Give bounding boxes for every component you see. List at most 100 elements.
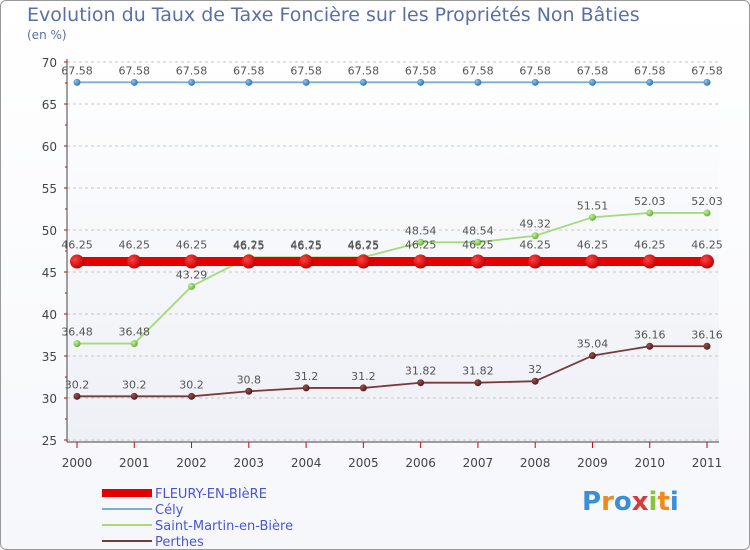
data-label-perthes: 36.16 <box>691 328 723 341</box>
proxiti-logo: Proxiti <box>582 487 679 517</box>
data-label-fleury-en-bi-re: 46.25 <box>348 239 380 252</box>
data-point-saint-martin-en-bi-re <box>646 209 654 217</box>
data-label-c-ly: 67.58 <box>577 64 609 77</box>
data-point-c-ly <box>588 78 596 86</box>
y-tick-label: 65 <box>42 98 57 112</box>
data-label-c-ly: 67.58 <box>691 64 723 77</box>
data-point-fleury-en-bi-re <box>241 254 256 269</box>
data-label-saint-martin-en-bi-re: 46.75 <box>348 239 380 252</box>
data-point-saint-martin-en-bi-re <box>588 213 596 221</box>
data-label-saint-martin-en-bi-re: 49.32 <box>519 218 551 231</box>
y-tick-label: 60 <box>42 140 57 154</box>
data-label-saint-martin-en-bi-re: 46.75 <box>290 239 322 252</box>
data-point-fleury-en-bi-re <box>528 254 543 269</box>
legend-label: Perthes <box>155 535 204 550</box>
data-point-perthes <box>703 342 711 350</box>
data-label-perthes: 30.2 <box>179 378 204 391</box>
data-point-perthes <box>474 379 482 387</box>
data-label-c-ly: 67.58 <box>176 64 208 77</box>
x-tick-label: 2004 <box>291 456 322 470</box>
x-tick-label: 2007 <box>463 456 494 470</box>
data-point-fleury-en-bi-re <box>127 254 142 269</box>
x-tick-label: 2010 <box>634 456 665 470</box>
data-label-fleury-en-bi-re: 46.25 <box>577 239 609 252</box>
logo-letter: t <box>657 487 670 517</box>
data-label-c-ly: 67.58 <box>348 64 380 77</box>
data-label-fleury-en-bi-re: 46.25 <box>634 239 666 252</box>
data-point-c-ly <box>302 78 310 86</box>
data-point-saint-martin-en-bi-re <box>703 209 711 217</box>
data-label-perthes: 31.82 <box>405 365 437 378</box>
logo-letter: o <box>613 487 632 517</box>
logo-letter: r <box>601 487 614 517</box>
y-tick-label: 35 <box>42 350 57 364</box>
series-line-perthes <box>77 345 707 398</box>
data-point-c-ly <box>245 78 253 86</box>
data-point-c-ly <box>417 78 425 86</box>
data-point-saint-martin-en-bi-re <box>417 238 425 246</box>
x-tick-label: 2001 <box>119 456 150 470</box>
data-point-c-ly <box>703 78 711 86</box>
logo-letter: P <box>582 487 602 517</box>
data-point-perthes <box>646 342 654 350</box>
data-label-c-ly: 67.58 <box>405 64 437 77</box>
data-label-saint-martin-en-bi-re: 48.54 <box>405 224 437 237</box>
data-label-perthes: 31.2 <box>351 370 376 383</box>
data-point-fleury-en-bi-re <box>470 254 485 269</box>
data-label-saint-martin-en-bi-re: 36.48 <box>119 326 151 339</box>
y-tick-label: 40 <box>42 308 57 322</box>
data-point-saint-martin-en-bi-re <box>130 340 138 348</box>
y-tick-label: 30 <box>42 392 57 406</box>
data-point-fleury-en-bi-re <box>299 254 314 269</box>
x-tick-label: 2000 <box>62 456 93 470</box>
data-point-perthes <box>531 377 539 385</box>
legend-label: Saint-Martin-en-Bière <box>155 519 293 534</box>
data-point-fleury-en-bi-re <box>413 254 428 269</box>
legend-label: FLEURY-EN-BIèRE <box>155 487 267 502</box>
data-label-perthes: 36.16 <box>634 328 666 341</box>
data-label-c-ly: 67.58 <box>233 64 265 77</box>
data-label-saint-martin-en-bi-re: 52.03 <box>691 195 723 208</box>
y-tick-label: 70 <box>42 56 57 70</box>
data-point-c-ly <box>359 78 367 86</box>
data-label-perthes: 30.8 <box>237 373 262 386</box>
data-label-perthes: 32 <box>528 363 542 376</box>
x-tick-label: 2011 <box>692 456 723 470</box>
data-point-fleury-en-bi-re <box>700 254 714 269</box>
logo-letter: i <box>669 487 679 517</box>
data-point-c-ly <box>73 78 81 86</box>
data-label-c-ly: 67.58 <box>119 64 151 77</box>
data-label-fleury-en-bi-re: 46.25 <box>462 239 494 252</box>
data-label-fleury-en-bi-re: 46.25 <box>405 239 437 252</box>
data-label-fleury-en-bi-re: 46.25 <box>119 239 151 252</box>
chart-title: Evolution du Taux de Taxe Foncière sur l… <box>27 4 640 26</box>
data-label-c-ly: 67.58 <box>290 64 322 77</box>
data-point-perthes <box>417 379 425 387</box>
x-tick-label: 2009 <box>577 456 608 470</box>
x-tick-label: 2005 <box>348 456 379 470</box>
y-tick-label: 55 <box>42 182 57 196</box>
data-point-perthes <box>302 384 310 392</box>
data-label-c-ly: 67.58 <box>634 64 666 77</box>
data-point-saint-martin-en-bi-re <box>531 232 539 240</box>
data-point-fleury-en-bi-re <box>70 254 84 269</box>
data-label-saint-martin-en-bi-re: 51.51 <box>577 199 609 212</box>
data-label-perthes: 31.82 <box>462 365 494 378</box>
data-point-perthes <box>188 392 196 400</box>
data-point-fleury-en-bi-re <box>642 254 657 269</box>
y-tick-label: 25 <box>42 434 57 448</box>
chart-unit-label: (en %) <box>27 28 67 42</box>
data-point-perthes <box>359 384 367 392</box>
data-label-fleury-en-bi-re: 46.25 <box>176 239 208 252</box>
data-point-c-ly <box>130 78 138 86</box>
data-point-perthes <box>130 392 138 400</box>
data-label-saint-martin-en-bi-re: 52.03 <box>634 195 666 208</box>
data-label-perthes: 30.2 <box>65 378 90 391</box>
data-point-perthes <box>245 387 253 395</box>
data-point-saint-martin-en-bi-re <box>188 282 196 290</box>
data-point-c-ly <box>188 78 196 86</box>
data-point-saint-martin-en-bi-re <box>73 340 81 348</box>
y-tick-label: 45 <box>42 266 57 280</box>
data-point-perthes <box>588 352 596 360</box>
plot-area <box>67 62 719 442</box>
